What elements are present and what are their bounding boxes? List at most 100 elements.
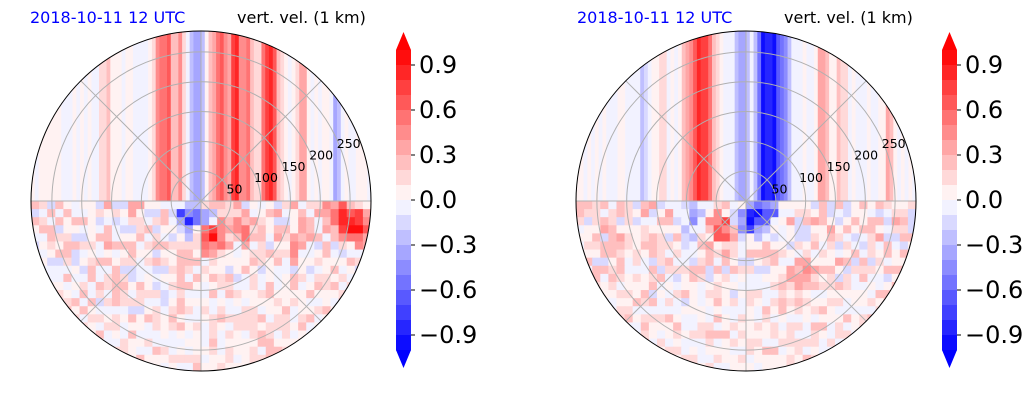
field-cell xyxy=(681,241,690,251)
field-cell xyxy=(265,225,275,234)
field-cell xyxy=(273,290,283,299)
field-stripe xyxy=(204,31,210,201)
field-cell xyxy=(249,201,259,210)
field-cell xyxy=(818,290,828,299)
field-cell xyxy=(241,346,251,356)
field-cell xyxy=(160,322,170,332)
field-cell xyxy=(201,217,210,226)
field-cell xyxy=(802,217,812,226)
field-cell xyxy=(120,322,129,332)
field-cell xyxy=(120,233,129,243)
field-cell xyxy=(128,217,137,226)
field-cell xyxy=(306,322,315,332)
field-stripe xyxy=(129,31,134,201)
field-cell xyxy=(899,346,909,356)
field-cell xyxy=(338,249,348,259)
field-cell xyxy=(281,314,291,324)
field-stripe xyxy=(99,31,104,201)
field-cell xyxy=(875,330,885,340)
field-cell xyxy=(184,346,194,356)
field-cell xyxy=(192,257,202,267)
field-cell xyxy=(656,201,666,210)
field-cell xyxy=(87,233,97,243)
field-cell xyxy=(600,354,609,364)
colorbar-segment xyxy=(396,245,411,261)
field-cell xyxy=(875,209,885,218)
field-cell xyxy=(63,281,73,291)
field-cell xyxy=(192,338,202,348)
field-cell xyxy=(322,362,332,371)
field-stripe xyxy=(878,31,883,201)
field-cell xyxy=(120,265,129,275)
field-cell xyxy=(281,273,291,283)
field-cell xyxy=(640,346,650,356)
field-stripe xyxy=(83,31,89,201)
field-cell xyxy=(184,257,194,267)
field-cell xyxy=(600,201,609,210)
field-cell xyxy=(810,346,820,356)
field-cell xyxy=(640,225,650,234)
field-cell xyxy=(152,290,162,299)
field-cell xyxy=(290,354,299,364)
field-cell xyxy=(55,201,64,210)
field-cell xyxy=(592,241,601,251)
field-cell xyxy=(354,241,364,251)
field-cell xyxy=(314,338,324,348)
field-cell xyxy=(225,298,234,307)
field-cell xyxy=(713,306,723,315)
field-cell xyxy=(907,209,916,218)
field-cell xyxy=(184,241,194,251)
field-cell xyxy=(192,330,202,340)
field-cell xyxy=(128,298,137,307)
field-stripe xyxy=(355,31,361,201)
field-cell xyxy=(770,306,779,315)
field-cell xyxy=(47,257,56,267)
field-stripe xyxy=(102,31,108,201)
field-cell xyxy=(673,281,682,291)
field-cell xyxy=(322,338,332,348)
field-cell xyxy=(681,265,690,275)
field-stripe xyxy=(598,31,604,201)
field-cell xyxy=(346,314,356,324)
field-cell xyxy=(249,273,259,283)
field-cell xyxy=(47,209,56,218)
field-stripe xyxy=(655,31,660,201)
field-cell xyxy=(778,257,788,267)
field-cell xyxy=(616,225,626,234)
field-cell xyxy=(721,298,731,307)
radial-tick-label: 200 xyxy=(309,147,333,162)
field-cell xyxy=(592,362,601,371)
field-cell xyxy=(265,322,275,332)
field-cell xyxy=(899,249,909,259)
field-cell xyxy=(160,314,170,324)
field-cell xyxy=(778,298,788,307)
field-cell xyxy=(192,273,202,283)
field-cell xyxy=(241,314,251,324)
field-cell xyxy=(737,338,747,348)
colorbar-segment xyxy=(396,185,411,201)
colorbar-segment xyxy=(942,65,957,81)
field-cell xyxy=(648,233,658,243)
field-cell xyxy=(306,338,315,348)
field-cell xyxy=(201,241,210,251)
field-cell xyxy=(168,330,178,340)
field-cell xyxy=(883,362,893,371)
field-cell xyxy=(265,314,275,324)
field-cell xyxy=(176,281,186,291)
field-cell xyxy=(63,338,73,348)
field-cell xyxy=(306,257,315,267)
field-cell xyxy=(778,273,788,283)
field-cell xyxy=(201,330,210,340)
field-cell xyxy=(314,330,324,340)
field-cell xyxy=(754,217,763,226)
field-cell xyxy=(754,265,763,275)
field-cell xyxy=(209,257,218,267)
field-cell xyxy=(648,249,658,259)
field-cell xyxy=(851,290,860,299)
field-cell xyxy=(883,281,893,291)
field-cell xyxy=(120,354,129,364)
field-cell xyxy=(225,290,234,299)
field-cell xyxy=(168,306,178,315)
field-cell xyxy=(128,314,137,324)
